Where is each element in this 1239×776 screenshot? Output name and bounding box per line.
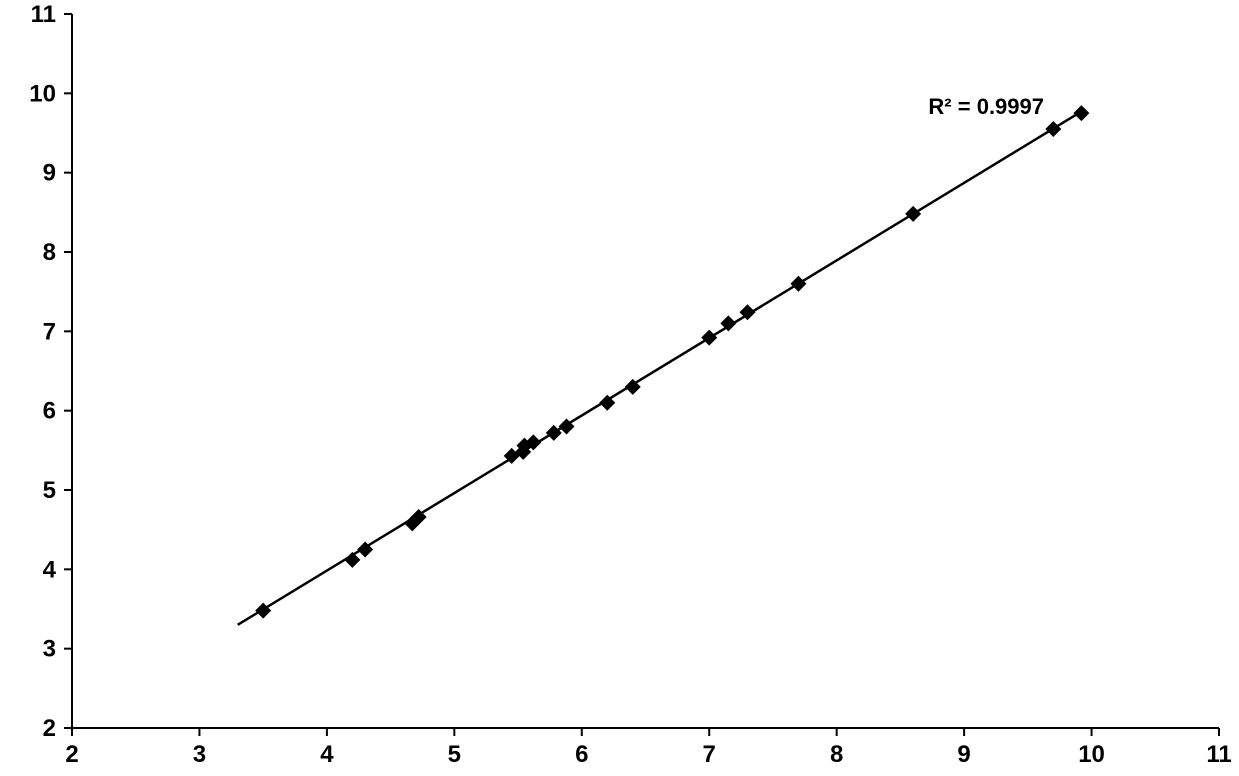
chart-svg: 2 3 4 5 6 7 8 9 10 11 2 3 4 5 6 7 8 9 10 11 R² = 0.9997 xyxy=(0,0,1239,776)
y-tick-label: 8 xyxy=(43,239,56,266)
x-tick-label: 4 xyxy=(320,741,334,768)
y-tick-label: 11 xyxy=(31,1,56,28)
x-tick-label: 3 xyxy=(193,741,206,768)
x-tick-label: 6 xyxy=(575,741,588,768)
x-tick-label: 2 xyxy=(65,741,78,768)
y-tick-label: 4 xyxy=(43,556,57,583)
y-tick-label: 7 xyxy=(43,318,56,345)
x-tick-label: 9 xyxy=(957,741,970,768)
r-squared-annotation: R² = 0.9997 xyxy=(928,94,1044,119)
x-tick-label: 5 xyxy=(448,741,461,768)
x-tick-label: 7 xyxy=(703,741,716,768)
scatter-chart: 2 3 4 5 6 7 8 9 10 11 2 3 4 5 6 7 8 9 10 11 R² = 0.9997 xyxy=(0,0,1239,776)
x-tick-label: 11 xyxy=(1206,741,1231,768)
y-tick-label: 5 xyxy=(43,477,56,504)
y-tick-label: 3 xyxy=(43,636,56,663)
y-tick-label: 6 xyxy=(43,398,56,425)
x-tick-label: 10 xyxy=(1078,741,1105,768)
x-tick-label: 8 xyxy=(830,741,843,768)
y-tick-label: 10 xyxy=(29,80,56,107)
chart-background xyxy=(0,0,1239,776)
y-tick-label: 9 xyxy=(43,160,56,187)
y-tick-label: 2 xyxy=(43,715,56,742)
